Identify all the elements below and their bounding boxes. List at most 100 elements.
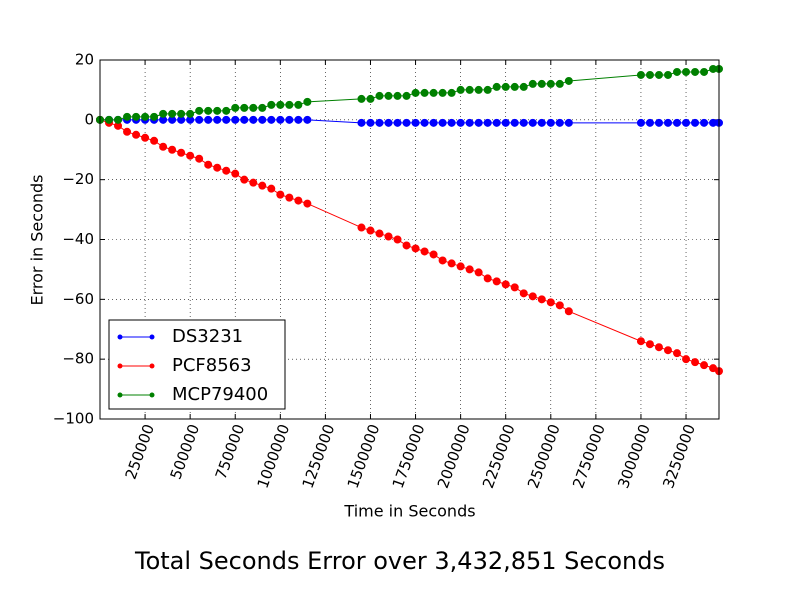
point — [132, 130, 141, 139]
point — [411, 244, 420, 253]
point — [204, 115, 213, 124]
point — [204, 106, 213, 115]
point — [411, 118, 420, 127]
point — [546, 79, 555, 88]
point — [258, 103, 267, 112]
legend-marker — [149, 392, 155, 398]
point — [141, 133, 150, 142]
point — [465, 118, 474, 127]
point — [673, 118, 682, 127]
point — [474, 268, 483, 277]
point — [673, 67, 682, 76]
point — [267, 184, 276, 193]
point — [492, 82, 501, 91]
point — [195, 115, 204, 124]
point — [357, 118, 366, 127]
point — [186, 109, 195, 118]
point — [168, 109, 177, 118]
point — [483, 118, 492, 127]
point — [267, 115, 276, 124]
point — [285, 100, 294, 109]
point — [285, 115, 294, 124]
point — [384, 232, 393, 241]
point — [636, 118, 645, 127]
y-tick-label: −100 — [53, 410, 94, 428]
y-tick-label: 0 — [84, 110, 94, 128]
point — [213, 163, 222, 172]
legend-marker — [117, 334, 123, 340]
point — [222, 106, 231, 115]
point — [537, 118, 546, 127]
chart-title: Total Seconds Error over 3,432,851 Secon… — [134, 547, 665, 575]
point — [474, 118, 483, 127]
point — [438, 256, 447, 265]
point — [528, 118, 537, 127]
point — [691, 67, 700, 76]
y-tick-label: −80 — [62, 350, 94, 368]
point — [501, 118, 510, 127]
point — [276, 100, 285, 109]
point — [366, 94, 375, 103]
point — [366, 226, 375, 235]
point — [249, 115, 258, 124]
y-tick-label: −40 — [62, 230, 94, 248]
point — [303, 199, 312, 208]
point — [258, 181, 267, 190]
point — [240, 103, 249, 112]
point — [492, 277, 501, 286]
point — [375, 91, 384, 100]
point — [375, 118, 384, 127]
point — [222, 166, 231, 175]
series-line — [100, 119, 719, 124]
point — [429, 250, 438, 259]
point — [510, 82, 519, 91]
point — [159, 109, 168, 118]
point — [700, 361, 709, 370]
point — [177, 109, 186, 118]
point — [483, 85, 492, 94]
point — [537, 79, 546, 88]
point — [177, 148, 186, 157]
point — [276, 115, 285, 124]
point — [222, 115, 231, 124]
legend-marker — [149, 363, 155, 369]
point — [168, 145, 177, 154]
point — [231, 115, 240, 124]
point — [654, 343, 663, 352]
point — [636, 70, 645, 79]
point — [393, 235, 402, 244]
point — [384, 118, 393, 127]
point — [456, 262, 465, 271]
point — [141, 112, 150, 121]
point — [294, 100, 303, 109]
point — [645, 340, 654, 349]
point — [132, 112, 141, 121]
point — [366, 118, 375, 127]
plot-frame — [99, 59, 720, 420]
point — [546, 118, 555, 127]
point — [636, 337, 645, 346]
point — [150, 112, 159, 121]
point — [249, 103, 258, 112]
point — [114, 115, 123, 124]
point — [213, 115, 222, 124]
point — [357, 94, 366, 103]
point — [682, 355, 691, 364]
point — [213, 106, 222, 115]
point — [420, 247, 429, 256]
point — [258, 115, 267, 124]
point — [691, 118, 700, 127]
point — [204, 160, 213, 169]
point — [429, 88, 438, 97]
point — [465, 85, 474, 94]
point — [663, 346, 672, 355]
point — [195, 154, 204, 163]
point — [564, 76, 573, 85]
point — [510, 118, 519, 127]
point — [537, 295, 546, 304]
point — [159, 142, 168, 151]
point — [447, 118, 456, 127]
point — [150, 136, 159, 145]
point — [555, 118, 564, 127]
